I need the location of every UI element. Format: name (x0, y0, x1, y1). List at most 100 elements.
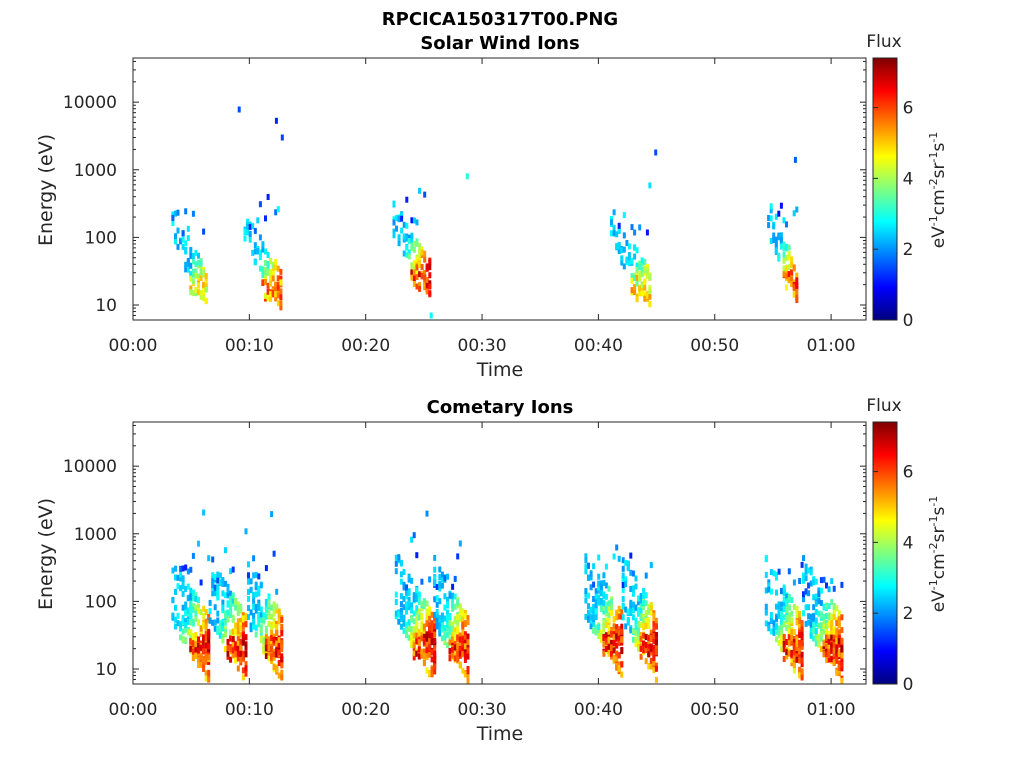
heatmap-cell (415, 650, 419, 657)
heatmap-cell (213, 604, 217, 611)
heatmap-cell (597, 584, 601, 591)
heatmap-cell (832, 585, 836, 592)
heatmap-cell (199, 293, 203, 300)
heatmap-cell (451, 631, 455, 638)
heatmap-cell (236, 618, 240, 625)
heatmap-cell (782, 265, 786, 272)
heatmap-cell (649, 663, 653, 670)
heatmap-cell (181, 236, 185, 243)
heatmap-cell (425, 510, 429, 517)
heatmap-cell (795, 619, 799, 626)
heatmap-cell (639, 653, 643, 660)
heatmap-cell (804, 588, 808, 595)
heatmap-cell (189, 619, 193, 626)
heatmap-cell (837, 610, 841, 617)
heatmap-cell (189, 587, 193, 594)
heatmap-cell (257, 585, 261, 592)
heatmap-cell (643, 284, 647, 291)
heatmap-cell (277, 660, 281, 666)
heatmap-cell (615, 624, 619, 631)
ylabel-solar-wind: Energy (eV) (35, 134, 57, 246)
heatmap-cell (589, 614, 593, 621)
heatmap-cell (213, 590, 217, 596)
heatmap-cell (226, 616, 230, 623)
heatmap-cell (412, 654, 416, 661)
heatmap-cell (610, 650, 613, 657)
heatmap-cell (802, 555, 805, 562)
heatmap-cell (639, 593, 643, 600)
heatmap-cell (652, 625, 656, 632)
heatmap-cell (599, 590, 603, 596)
heatmap-cell (244, 634, 248, 641)
heatmap-cell (642, 632, 646, 639)
heatmap-cell (822, 643, 826, 650)
heatmap-cell (423, 274, 427, 281)
heatmap-cell (194, 249, 198, 256)
heatmap-cell (800, 674, 804, 681)
heatmap-cell (785, 268, 788, 275)
heatmap-cell (792, 662, 796, 669)
heatmap-cell (607, 617, 611, 624)
heatmap-cell (276, 275, 280, 282)
heatmap-cell (635, 247, 639, 254)
heatmap-cell (399, 612, 403, 619)
heatmap-cell (594, 600, 598, 607)
heatmap-cell (395, 225, 398, 232)
heatmap-cell (438, 630, 442, 637)
heatmap-cell (244, 661, 248, 668)
heatmap-cell (435, 601, 439, 608)
heatmap-cell (257, 612, 261, 619)
heatmap-cell (197, 540, 200, 547)
heatmap-cell (602, 604, 606, 611)
heatmap-cell (207, 555, 211, 562)
heatmap-cell (814, 593, 818, 600)
heatmap-cell (443, 615, 447, 622)
y-tick-label: 100 (85, 228, 117, 248)
heatmap-cell (410, 607, 414, 614)
heatmap-cell (204, 646, 208, 653)
heatmap-cell (199, 269, 203, 275)
heatmap-cell (604, 646, 608, 652)
heatmap-cell (624, 581, 628, 588)
heatmap-cell (184, 248, 188, 255)
heatmap-cell (769, 207, 773, 214)
heatmap-cell (264, 565, 268, 572)
heatmap-cell (837, 638, 841, 644)
heatmap-cell (171, 567, 175, 574)
heatmap-cell (607, 636, 611, 643)
heatmap-cell (620, 671, 624, 678)
heatmap-cell (637, 627, 640, 634)
heatmap-cell (779, 202, 783, 209)
heatmap-cell (792, 291, 796, 298)
x-tick-label: 00:00 (109, 700, 158, 720)
heatmap-cell (804, 563, 808, 570)
heatmap-cell (448, 592, 452, 599)
heatmap-cell (809, 580, 813, 587)
heatmap-cell (410, 242, 414, 249)
heatmap-cell (798, 666, 802, 673)
heatmap-cell (202, 285, 206, 292)
heatmap-cell (420, 635, 424, 642)
heatmap-cell (617, 613, 621, 620)
heatmap-cell (827, 620, 831, 627)
heatmap-cell (448, 628, 452, 635)
heatmap-cell (181, 565, 185, 572)
heatmap-cell (407, 590, 411, 597)
heatmap-cell (433, 615, 437, 622)
heatmap-cell (587, 592, 590, 599)
heatmap-cell (631, 627, 635, 634)
heatmap-cell (587, 562, 590, 569)
heatmap-cell (171, 597, 175, 604)
heatmap-cell (782, 621, 786, 628)
heatmap-cell (261, 272, 265, 278)
heatmap-cell (397, 215, 401, 222)
heatmap-cell (221, 590, 225, 597)
heatmap-cell (191, 253, 195, 259)
heatmap-cell (627, 243, 631, 250)
heatmap-cell (617, 652, 621, 659)
heatmap-cell (827, 652, 831, 658)
heatmap-cell (428, 626, 432, 633)
heatmap-cell (790, 637, 794, 644)
heatmap-cell (832, 628, 836, 635)
heatmap-cell (612, 230, 616, 237)
